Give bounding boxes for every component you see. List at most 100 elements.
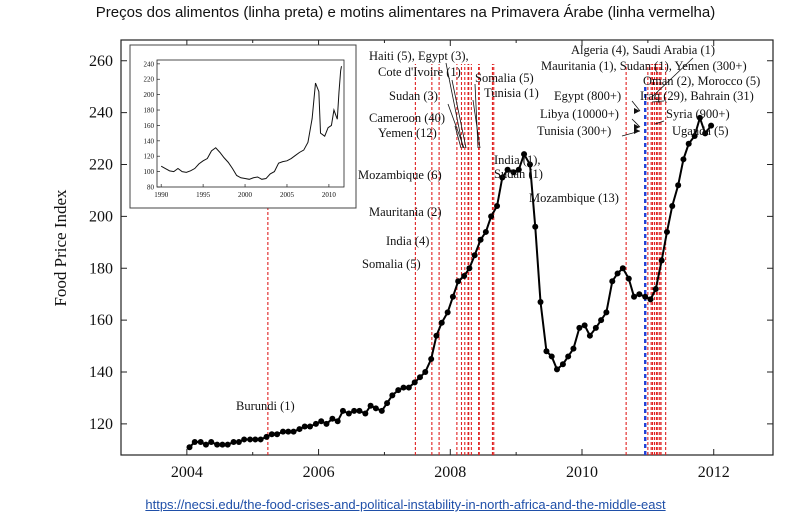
inset-y-tick-label: 140	[144, 137, 155, 145]
annotation-arrowhead	[634, 124, 640, 130]
x-tick-label: 2006	[303, 464, 335, 481]
annotation-pointer	[651, 100, 665, 103]
riot-annotation: Cameroon (40)	[369, 111, 445, 125]
price-point	[384, 400, 391, 407]
price-point	[214, 441, 221, 448]
riot-annotation: Somalia (5)	[475, 71, 534, 85]
riot-annotation: Yemen (12)	[378, 126, 437, 140]
price-point	[428, 356, 435, 363]
price-point	[351, 407, 358, 414]
price-point	[307, 423, 314, 430]
riot-annotation: Cote d'Ivoire (1)	[378, 65, 461, 79]
annotation-pointer	[652, 57, 694, 97]
annotation-pointer	[447, 103, 465, 149]
riot-annotation: Uganda (5)	[672, 124, 729, 138]
price-series-group	[186, 114, 715, 451]
y-tick-label: 140	[89, 364, 113, 381]
price-point	[625, 275, 632, 282]
price-point	[696, 114, 703, 121]
price-point	[494, 203, 501, 209]
price-point	[570, 345, 577, 352]
price-point	[647, 296, 654, 303]
riot-annotation: Tunisia (1)	[484, 86, 539, 100]
price-point	[543, 348, 550, 355]
price-point	[708, 122, 715, 129]
riot-annotation: Haiti (5), Egypt (3),	[369, 49, 469, 63]
y-tick-label: 120	[89, 416, 113, 433]
inset-x-tick-label: 2010	[322, 191, 337, 199]
price-point	[433, 332, 440, 339]
price-point	[702, 130, 709, 137]
price-point	[219, 441, 226, 448]
y-tick-label: 240	[89, 105, 113, 122]
price-point	[471, 252, 478, 259]
riot-annotation: Libya (10000+)	[540, 107, 619, 121]
inset-y-tick-label: 180	[144, 107, 155, 115]
price-point	[252, 436, 259, 443]
inset-y-tick-label: 80	[147, 184, 155, 192]
price-point	[455, 278, 462, 285]
price-point	[669, 203, 676, 209]
riot-annotation: Oman (2), Morocco (5)	[643, 74, 760, 88]
price-point	[510, 169, 517, 176]
annotation-pointer	[631, 118, 641, 128]
price-point	[526, 161, 533, 168]
price-point	[224, 441, 231, 448]
price-point	[603, 309, 610, 316]
inset-y-tick-label: 220	[144, 76, 155, 84]
x-tick-label: 2010	[566, 464, 598, 481]
price-point	[675, 182, 682, 189]
price-point	[318, 418, 325, 425]
price-point	[680, 156, 687, 163]
riot-annotation: Sudan (3)	[389, 89, 438, 103]
price-point	[515, 166, 522, 173]
price-point	[339, 407, 346, 414]
x-tick-label: 2004	[171, 464, 203, 481]
price-point	[586, 332, 593, 339]
riot-annotation: India (4)	[386, 234, 429, 248]
inset-box	[129, 44, 357, 209]
annotation-pointer	[654, 120, 665, 125]
price-point	[636, 291, 643, 298]
price-point	[581, 322, 588, 329]
price-point	[290, 428, 297, 435]
annotation-pointer	[451, 79, 467, 149]
price-point	[202, 441, 209, 448]
riot-annotation: Somalia (5)	[362, 257, 421, 271]
inset-y-tick-label: 240	[144, 60, 155, 68]
price-point	[389, 392, 396, 399]
price-point	[400, 384, 407, 391]
price-point	[257, 436, 264, 443]
riot-annotation: Syria (900+)	[666, 107, 730, 121]
price-point	[422, 369, 429, 375]
annotation-pointer	[474, 83, 479, 149]
inset-y-tick-label: 200	[144, 91, 155, 99]
price-point	[241, 436, 248, 443]
price-point	[559, 361, 566, 368]
price-point	[356, 407, 363, 414]
price-point	[263, 433, 270, 440]
riot-annotation: Burundi (1)	[236, 399, 295, 413]
price-point	[329, 415, 336, 422]
price-point	[274, 431, 281, 438]
price-point	[477, 236, 484, 243]
riot-annotation: Mauritania (2)	[369, 205, 442, 219]
price-point	[191, 439, 198, 446]
x-tick-label: 2012	[698, 464, 730, 481]
riot-annotation: Mauritania (1), Sudan (1), Yemen (300+)	[541, 59, 747, 73]
plot-frame	[120, 39, 774, 456]
price-point	[532, 223, 539, 230]
price-point	[521, 151, 528, 158]
inset-y-tick-label: 100	[144, 168, 155, 176]
price-point	[268, 431, 275, 438]
riot-annotation: Mozambique (13)	[529, 191, 619, 205]
price-point	[235, 439, 242, 446]
y-tick-label: 200	[89, 208, 113, 225]
price-point	[411, 379, 418, 386]
inset-series-line	[160, 66, 342, 180]
price-point	[395, 387, 402, 394]
price-point	[367, 402, 374, 409]
source-link[interactable]: https://necsi.edu/the-food-crises-and-po…	[145, 497, 666, 512]
price-point	[504, 166, 511, 173]
y-tick-label: 160	[89, 312, 113, 329]
